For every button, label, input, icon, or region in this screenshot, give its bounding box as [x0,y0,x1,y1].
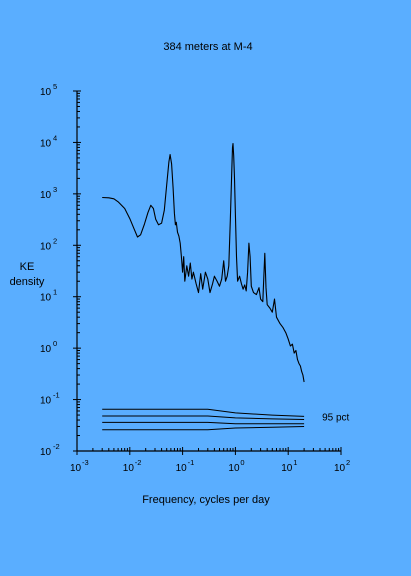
y-tick-exponent: 1 [53,288,57,297]
x-tick-label: 101 [281,458,297,474]
axes [73,90,342,455]
y-tick-label: 102 [40,236,57,252]
x-tick-exponent: 2 [346,458,350,467]
y-tick-label: 105 [40,82,57,98]
y-axis-label-line1: KE [20,261,35,273]
y-tick-exponent: -1 [53,391,60,400]
x-tick-base: 10 [334,463,346,474]
y-tick-exponent: 3 [53,185,57,194]
y-axis-label-line2: density [10,276,45,288]
x-tick-label: 10-2 [123,458,142,474]
y-tick-label: 103 [40,185,57,201]
x-tick-base: 10 [123,463,135,474]
y-tick-label: 101 [40,288,57,304]
y-tick-base: 10 [40,293,52,304]
x-axis-label: Frequency, cycles per day [142,494,270,506]
y-tick-exponent: 5 [53,82,57,91]
confidence-label: 95 pct [322,412,349,423]
y-tick-base: 10 [40,87,52,98]
confidence-line [102,421,305,425]
y-tick-base: 10 [40,447,52,458]
x-tick-label: 10-1 [176,458,195,474]
x-tick-exponent: -2 [135,458,142,467]
y-tick-base: 10 [40,138,52,149]
y-tick-exponent: 0 [53,339,57,348]
x-tick-base: 10 [228,463,240,474]
y-tick-base: 10 [40,190,52,201]
tick-labels: 10-210-110010110210310410510-310-210-110… [40,82,350,474]
y-tick-exponent: 4 [53,133,57,142]
x-tick-base: 10 [176,463,188,474]
plot-area: 95 pct [102,143,350,431]
x-tick-label: 10-3 [70,458,89,474]
y-tick-base: 10 [40,344,52,355]
confidence-line [102,426,305,431]
x-tick-exponent: -1 [188,458,195,467]
y-tick-label: 10-2 [40,442,60,458]
y-tick-label: 10-1 [40,391,60,407]
x-tick-label: 100 [228,458,244,474]
y-tick-base: 10 [40,241,52,252]
x-tick-base: 10 [70,463,82,474]
confidence-line [102,415,305,420]
spectrum-series-line [102,143,305,383]
chart-title: 384 meters at M-4 [163,41,252,53]
x-tick-exponent: -3 [82,458,89,467]
y-tick-label: 104 [40,133,57,149]
y-tick-base: 10 [40,396,52,407]
y-tick-exponent: 2 [53,236,57,245]
confidence-line [102,408,305,417]
y-tick-exponent: -2 [53,442,60,451]
x-tick-base: 10 [281,463,293,474]
y-tick-label: 100 [40,339,57,355]
x-tick-exponent: 1 [293,458,297,467]
x-tick-exponent: 0 [240,458,244,467]
x-tick-label: 102 [334,458,350,474]
